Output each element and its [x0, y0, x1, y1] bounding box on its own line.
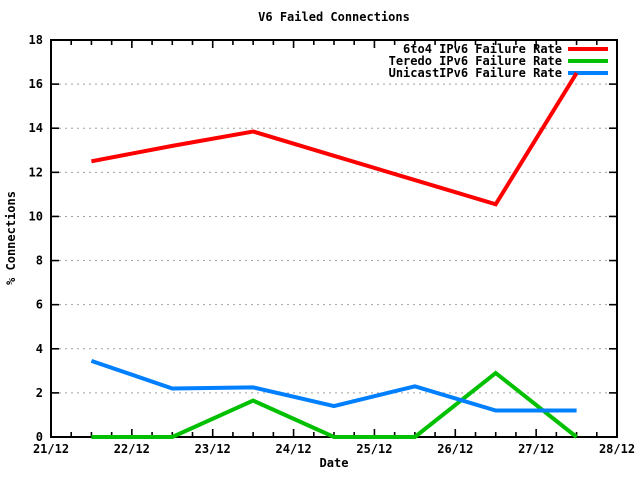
y-tick-label: 12 — [29, 165, 43, 179]
legend-label-unicast: UnicastIPv6 Failure Rate — [389, 66, 562, 80]
x-axis-label: Date — [320, 456, 349, 470]
y-tick-label: 8 — [36, 254, 43, 268]
x-tick-label: 27/12 — [518, 442, 554, 456]
legend-item-6to4: 6to4 IPv6 Failure Rate — [403, 42, 608, 56]
x-tick-label: 21/12 — [33, 442, 69, 456]
tick-labels: 0 2 4 6 8 10 12 14 16 18 21/12 22/12 23/12 24/12 25/12… — [29, 33, 636, 456]
y-tick-label: 0 — [36, 430, 43, 444]
x-tick-label: 22/12 — [114, 442, 150, 456]
series-line-0 — [91, 72, 579, 207]
x-tick-label: 24/12 — [276, 442, 312, 456]
y-tick-label: 4 — [36, 342, 43, 356]
y-axis-label: % Connections — [4, 191, 18, 285]
chart-title: V6 Failed Connections — [258, 10, 410, 24]
y-tick-label: 18 — [29, 33, 43, 47]
x-tick-label: 28/12 — [599, 442, 635, 456]
legend-label-teredo: Teredo IPv6 Failure Rate — [389, 54, 562, 68]
y-tick-label: 6 — [36, 298, 43, 312]
legend: 6to4 IPv6 Failure Rate Teredo IPv6 Failu… — [389, 42, 608, 80]
series-line-1 — [91, 370, 578, 439]
series-line-2 — [90, 359, 577, 413]
series-lines — [90, 72, 579, 439]
x-tick-label: 26/12 — [437, 442, 473, 456]
legend-item-teredo: Teredo IPv6 Failure Rate — [389, 54, 608, 68]
y-tick-label: 10 — [29, 209, 43, 223]
x-tick-label: 25/12 — [356, 442, 392, 456]
y-tick-label: 2 — [36, 386, 43, 400]
y-tick-label: 14 — [29, 121, 43, 135]
x-tick-label: 23/12 — [195, 442, 231, 456]
legend-label-6to4: 6to4 IPv6 Failure Rate — [403, 42, 562, 56]
gridlines — [53, 83, 615, 394]
y-tick-label: 16 — [29, 77, 43, 91]
